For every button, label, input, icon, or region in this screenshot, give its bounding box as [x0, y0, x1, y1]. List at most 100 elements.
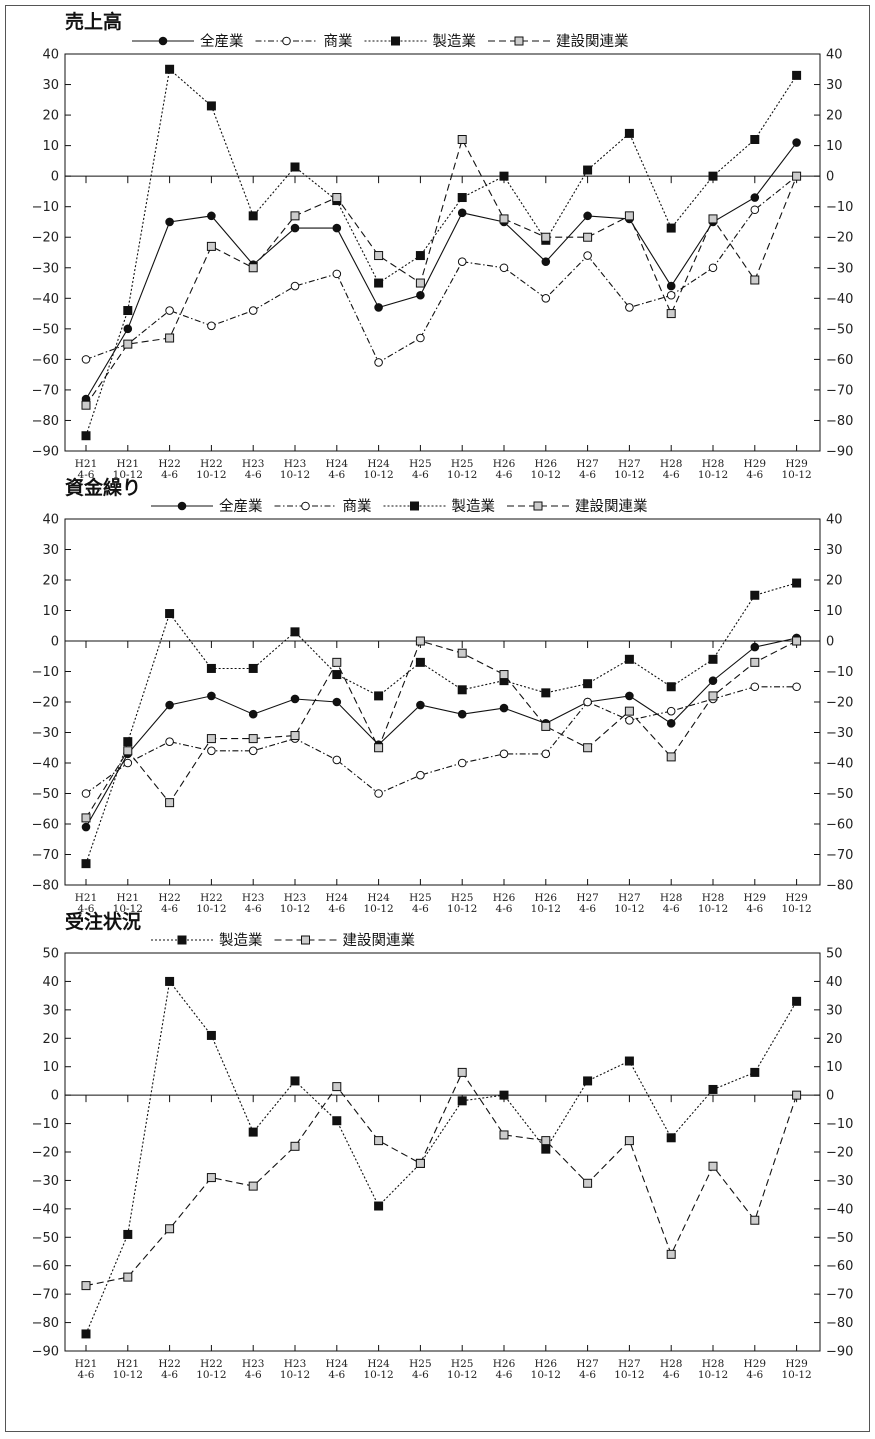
y-tick-label-right: 0 — [826, 635, 834, 650]
data-point — [458, 1097, 466, 1105]
y-tick-label-right: −20 — [826, 696, 853, 711]
x-tick-label-period: 10-12 — [363, 1369, 393, 1381]
data-point — [625, 129, 633, 137]
data-point — [751, 683, 759, 691]
y-tick-label-left: −90 — [32, 445, 59, 460]
data-point — [416, 252, 424, 260]
y-tick-label-right: −20 — [826, 1146, 853, 1161]
legend-label: 建設関連業 — [556, 33, 629, 50]
plot-area — [65, 519, 820, 885]
legend-label: 製造業 — [452, 498, 496, 515]
data-point — [793, 71, 801, 79]
data-point — [458, 649, 466, 657]
x-tick-label-period: 10-12 — [781, 1369, 811, 1381]
x-tick-label-period: 4-6 — [663, 1369, 680, 1381]
series-construction — [82, 637, 801, 822]
data-point — [793, 637, 801, 645]
y-tick-label-left: −10 — [32, 665, 59, 680]
data-point — [416, 279, 424, 287]
data-point — [416, 658, 424, 666]
data-point — [584, 1077, 592, 1085]
data-point — [667, 1134, 675, 1142]
x-tick-label-period: 10-12 — [781, 469, 811, 481]
x-tick-label-period: 4-6 — [496, 469, 513, 481]
x-tick-label-period: 10-12 — [614, 469, 644, 481]
data-point — [667, 753, 675, 761]
data-point — [542, 750, 550, 758]
series-line — [86, 687, 797, 794]
legend-marker — [302, 502, 310, 510]
series-line — [86, 981, 797, 1334]
x-tick-label-period: 10-12 — [196, 903, 226, 915]
y-tick-label-right: −50 — [826, 787, 853, 802]
data-point — [458, 1068, 466, 1076]
data-point — [207, 1174, 215, 1182]
y-tick-label-left: 20 — [42, 1032, 59, 1047]
y-tick-label-left: −50 — [32, 1231, 59, 1246]
legend-label: 商業 — [324, 33, 353, 50]
data-point — [417, 291, 425, 299]
data-point — [375, 359, 383, 367]
y-tick-label-right: −80 — [826, 879, 853, 894]
y-tick-label-right: −60 — [826, 353, 853, 368]
data-point — [82, 401, 90, 409]
data-point — [82, 356, 90, 364]
legend-label: 建設関連業 — [343, 932, 416, 949]
x-tick-label-period: 4-6 — [579, 469, 596, 481]
chart-2: 40 4030 3020 2010 100 0−10 −10−20 −20−30 −30−40−… — [32, 476, 854, 915]
data-point — [584, 233, 592, 241]
data-point — [207, 664, 215, 672]
data-point — [416, 1159, 424, 1167]
x-tick-label-period: 4-6 — [328, 903, 345, 915]
y-tick-label-left: −10 — [32, 200, 59, 215]
data-point — [584, 680, 592, 688]
legend-marker — [178, 502, 186, 510]
legend-entry-commerce: 商業 — [256, 33, 353, 50]
data-point — [82, 823, 90, 831]
y-tick-label-right: −30 — [826, 261, 853, 276]
data-point — [584, 698, 592, 706]
y-tick-label-right: 30 — [826, 78, 843, 93]
y-tick-label-left: −70 — [32, 848, 59, 863]
y-tick-label-left: −40 — [32, 292, 59, 307]
legend-entry-manufacturing: 製造業 — [151, 932, 263, 949]
y-tick-label-right: −30 — [826, 726, 853, 741]
data-point — [249, 710, 257, 718]
y-tick-label-left: 10 — [42, 139, 59, 154]
y-tick-label-right: −80 — [826, 414, 853, 429]
legend-marker — [302, 936, 310, 944]
legend-label: 製造業 — [219, 932, 263, 949]
data-point — [291, 224, 299, 232]
x-tick-label-period: 4-6 — [245, 1369, 262, 1381]
data-point — [458, 759, 466, 767]
series-manufacturing — [82, 579, 801, 868]
y-tick-label-left: −60 — [32, 1259, 59, 1274]
data-point — [124, 1273, 132, 1281]
y-tick-label-left: 20 — [42, 109, 59, 124]
y-tick-label-right: −50 — [826, 322, 853, 337]
data-point — [626, 717, 634, 725]
data-point — [375, 692, 383, 700]
x-tick-label-period: 4-6 — [746, 1369, 763, 1381]
data-point — [584, 212, 592, 220]
y-tick-label-left: 0 — [51, 1089, 59, 1104]
y-tick-label-left: −70 — [32, 383, 59, 398]
y-tick-label-left: −80 — [32, 414, 59, 429]
legend-marker — [283, 37, 291, 45]
legend-label: 全産業 — [200, 32, 244, 50]
x-tick-label-period: 4-6 — [78, 1369, 95, 1381]
y-tick-label-right: −80 — [826, 1316, 853, 1331]
data-point — [458, 686, 466, 694]
chart-title: 売上高 — [65, 10, 122, 33]
data-point — [667, 683, 675, 691]
data-point — [667, 282, 675, 290]
data-point — [458, 136, 466, 144]
y-tick-label-right: −10 — [826, 665, 853, 680]
data-point — [291, 282, 299, 290]
x-tick-label-period: 4-6 — [161, 1369, 178, 1381]
y-tick-label-left: −40 — [32, 1202, 59, 1217]
y-tick-label-right: −60 — [826, 1259, 853, 1274]
data-point — [500, 215, 508, 223]
data-point — [500, 750, 508, 758]
